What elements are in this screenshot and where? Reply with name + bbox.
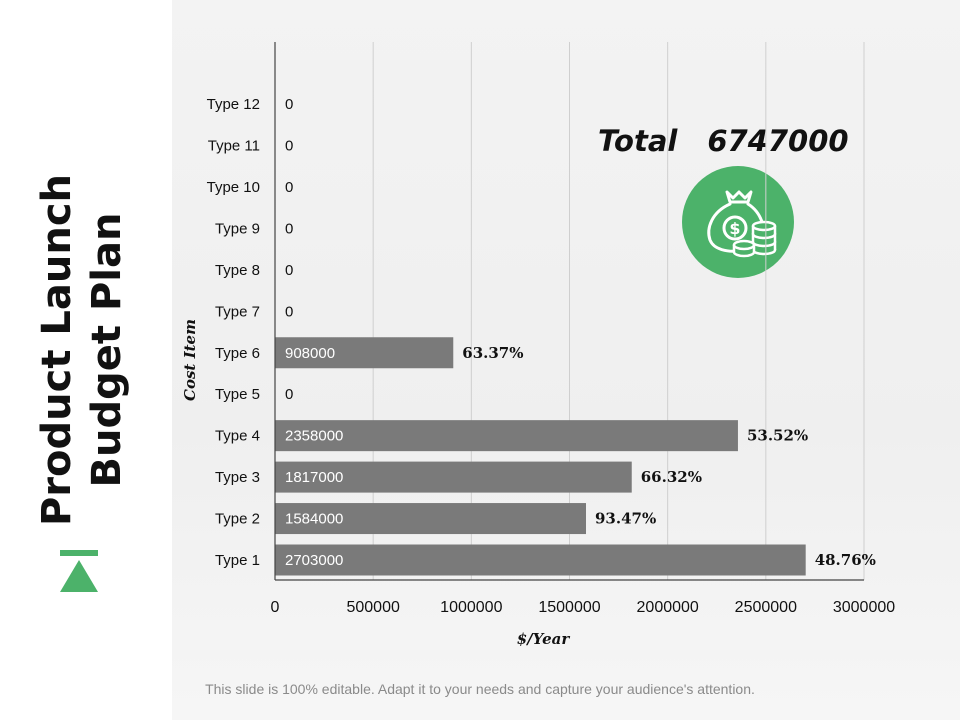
- footer-note: This slide is 100% editable. Adapt it to…: [205, 681, 755, 697]
- bar: [275, 420, 738, 452]
- bar-value-label: 0: [285, 96, 293, 113]
- bar-value-label: 0: [285, 138, 293, 155]
- bar-value-label: 0: [285, 303, 293, 320]
- bar-value-label: 1584000: [285, 511, 343, 528]
- x-tick-label: 2500000: [735, 599, 797, 616]
- bar-value-label: 0: [285, 386, 293, 403]
- total-readout: Total 6747000: [598, 124, 849, 158]
- bar-value-label: 908000: [285, 345, 335, 362]
- x-axis-label: $/Year: [517, 630, 571, 648]
- category-label: Type 10: [207, 179, 260, 196]
- total-value: 6747000: [707, 124, 849, 158]
- bar-percent-label: 66.32%: [641, 468, 702, 486]
- category-label: Type 1: [215, 552, 260, 569]
- bar-percent-label: 93.47%: [595, 510, 656, 528]
- bar: [275, 461, 632, 493]
- bar-percent-label: 63.37%: [462, 344, 523, 362]
- category-label: Type 4: [215, 428, 260, 445]
- bar-value-label: 2358000: [285, 428, 343, 445]
- category-label: Type 7: [215, 303, 260, 320]
- x-tick-label: 500000: [346, 599, 399, 616]
- category-label: Type 8: [215, 262, 260, 279]
- bar: [275, 337, 454, 369]
- category-label: Type 12: [207, 96, 260, 113]
- category-label: Type 5: [215, 386, 260, 403]
- svg-text:$: $: [729, 219, 740, 238]
- category-label: Type 11: [208, 138, 260, 155]
- bar-value-label: 0: [285, 220, 293, 237]
- bar-value-label: 0: [285, 179, 293, 196]
- x-tick-label: 3000000: [833, 599, 895, 616]
- bar: [275, 544, 806, 576]
- category-label: Type 6: [215, 345, 260, 362]
- x-tick-label: 1500000: [538, 599, 600, 616]
- bar-value-label: 1817000: [285, 469, 343, 486]
- bar-value-label: 0: [285, 262, 293, 279]
- bar-value-label: 2703000: [285, 552, 343, 569]
- category-label: Type 2: [215, 511, 260, 528]
- brand-logo-icon: [60, 550, 98, 592]
- x-tick-label: 2000000: [637, 599, 699, 616]
- bar-percent-label: 53.52%: [747, 427, 808, 445]
- category-label: Type 9: [215, 220, 260, 237]
- bar-percent-label: 48.76%: [815, 551, 876, 569]
- x-tick-label: 1000000: [440, 599, 502, 616]
- total-label: Total: [598, 124, 678, 158]
- bar: [275, 503, 586, 535]
- x-tick-label: 0: [271, 599, 280, 616]
- category-label: Type 3: [215, 469, 260, 486]
